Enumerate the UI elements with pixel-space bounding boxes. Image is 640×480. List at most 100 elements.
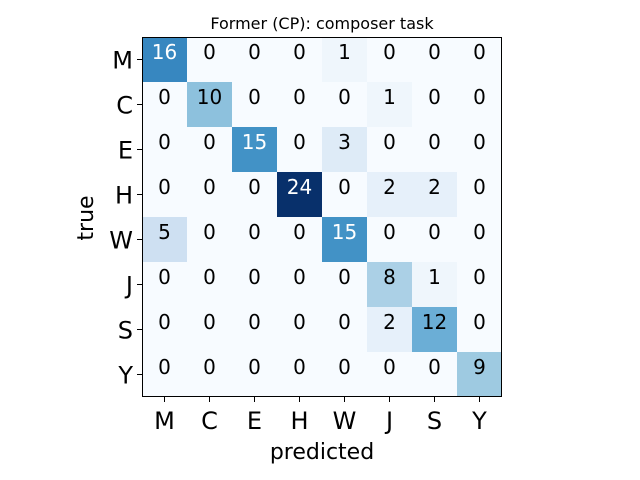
heatmap-cell xyxy=(367,262,412,307)
cell-value-label: 0 xyxy=(428,40,441,64)
y-axis-label: true xyxy=(74,195,99,240)
cell-value-label: 1 xyxy=(383,85,396,109)
heatmap-cell-labels: 16 0 0 0 1 0 0 00 10 0 0 0 1 0 00 0 15 0 3 0 0 00 0 0 24 0 2 2 05 0 0 0… xyxy=(152,40,486,379)
heatmap-cell xyxy=(187,127,232,172)
cell-value-label: 5 xyxy=(158,220,171,244)
heatmap-cell xyxy=(232,307,277,352)
cell-value-label: 12 xyxy=(422,310,447,334)
cell-value-label: 0 xyxy=(383,220,396,244)
cell-value-label: 0 xyxy=(428,220,441,244)
heatmap-cell xyxy=(232,37,277,82)
cell-value-label: 0 xyxy=(383,40,396,64)
cell-value-label: 0 xyxy=(293,220,306,244)
cell-value-label: 0 xyxy=(158,355,171,379)
cell-value-label: 0 xyxy=(203,310,216,334)
x-tick-label: E xyxy=(247,407,262,435)
heatmap-cell xyxy=(322,37,367,82)
cell-value-label: 0 xyxy=(428,355,441,379)
cell-value-label: 0 xyxy=(203,220,216,244)
cell-value-label: 0 xyxy=(338,175,351,199)
heatmap-cell xyxy=(232,352,277,397)
cell-value-label: 24 xyxy=(287,175,312,199)
x-tick-label: C xyxy=(201,407,218,435)
heatmap-cell xyxy=(367,82,412,127)
heatmap-cell xyxy=(187,37,232,82)
heatmap-cell xyxy=(367,37,412,82)
heatmap-cell xyxy=(322,217,367,262)
heatmap-cell xyxy=(412,127,457,172)
cell-value-label: 0 xyxy=(383,130,396,154)
heatmap-cell xyxy=(367,172,412,217)
heatmap-cell xyxy=(187,307,232,352)
heatmap-cell xyxy=(142,127,187,172)
x-tick-label: Y xyxy=(471,407,487,435)
cell-value-label: 3 xyxy=(338,130,351,154)
heatmap-cells xyxy=(142,37,502,397)
cell-value-label: 0 xyxy=(203,130,216,154)
heatmap-cell xyxy=(277,127,322,172)
heatmap-cell xyxy=(277,262,322,307)
heatmap-cell xyxy=(187,352,232,397)
heatmap-cell xyxy=(142,217,187,262)
cell-value-label: 16 xyxy=(152,40,177,64)
cell-value-label: 0 xyxy=(248,85,261,109)
heatmap-cell xyxy=(142,352,187,397)
cell-value-label: 0 xyxy=(248,310,261,334)
cell-value-label: 0 xyxy=(473,130,486,154)
cell-value-label: 15 xyxy=(332,220,357,244)
cell-value-label: 2 xyxy=(383,310,396,334)
cell-value-label: 0 xyxy=(248,265,261,289)
cell-value-label: 1 xyxy=(428,265,441,289)
heatmap-cell xyxy=(412,37,457,82)
heatmap-cell xyxy=(457,307,502,352)
heatmap-cell xyxy=(277,37,322,82)
cell-value-label: 0 xyxy=(338,85,351,109)
y-tick-label: H xyxy=(115,182,133,210)
cell-value-label: 0 xyxy=(293,310,306,334)
heatmap-cell xyxy=(322,82,367,127)
heatmap-cell xyxy=(277,307,322,352)
cell-value-label: 0 xyxy=(248,40,261,64)
heatmap-cell xyxy=(457,352,502,397)
x-tick-label: J xyxy=(384,407,393,435)
cell-value-label: 0 xyxy=(158,130,171,154)
cell-value-label: 0 xyxy=(473,85,486,109)
heatmap-cell xyxy=(412,82,457,127)
heatmap-cell xyxy=(277,352,322,397)
cell-value-label: 10 xyxy=(197,85,222,109)
heatmap-cell xyxy=(142,37,187,82)
cell-value-label: 0 xyxy=(248,175,261,199)
cell-value-label: 0 xyxy=(338,355,351,379)
cell-value-label: 2 xyxy=(428,175,441,199)
cell-value-label: 0 xyxy=(158,310,171,334)
heatmap-cell xyxy=(322,352,367,397)
y-tick-label: E xyxy=(118,137,133,165)
plot-frame xyxy=(142,37,502,397)
heatmap-cell xyxy=(187,262,232,307)
cell-value-label: 0 xyxy=(293,265,306,289)
cell-value-label: 0 xyxy=(428,130,441,154)
cell-value-label: 0 xyxy=(473,265,486,289)
cell-value-label: 0 xyxy=(473,40,486,64)
cell-value-label: 0 xyxy=(248,220,261,244)
y-tick-label: Y xyxy=(117,362,133,390)
x-tick-label: S xyxy=(427,407,442,435)
cell-value-label: 0 xyxy=(338,310,351,334)
heatmap-cell xyxy=(322,172,367,217)
cell-value-label: 0 xyxy=(158,175,171,199)
heatmap-cell xyxy=(412,307,457,352)
cell-value-label: 0 xyxy=(383,355,396,379)
cell-value-label: 9 xyxy=(473,355,486,379)
heatmap-cell xyxy=(187,172,232,217)
y-tick-label: S xyxy=(118,317,133,345)
heatmap-cell xyxy=(457,82,502,127)
cell-value-label: 0 xyxy=(158,85,171,109)
cell-value-label: 0 xyxy=(203,175,216,199)
heatmap-cell xyxy=(367,217,412,262)
heatmap-cell xyxy=(457,172,502,217)
heatmap-cell xyxy=(457,37,502,82)
x-tick-label: H xyxy=(290,407,308,435)
